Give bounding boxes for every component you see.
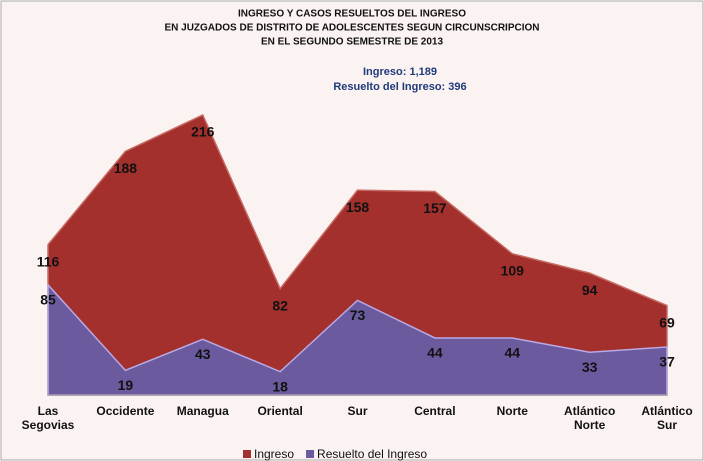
- x-tick-label: Las Segovias: [22, 404, 75, 432]
- x-tick-label: Atlántico Sur: [641, 404, 692, 432]
- chart-title: EN EL SEGUNDO SEMESTRE DE 2013: [261, 37, 444, 48]
- data-label: 157: [423, 200, 447, 216]
- x-tick-label: Oriental: [257, 404, 302, 418]
- annotation: Ingreso: 1,189: [363, 66, 437, 78]
- x-tick-label: Atlántico Norte: [564, 404, 615, 432]
- data-label: 44: [427, 345, 443, 361]
- area: [47, 282, 668, 396]
- x-tick-label: Norte: [497, 404, 529, 418]
- data-label: 43: [195, 346, 211, 362]
- legend-swatch: [243, 450, 251, 458]
- chart-title: EN JUZGADOS DE DISTRITO DE ADOLESCENTES …: [164, 23, 539, 34]
- data-label: 85: [40, 292, 56, 308]
- data-label: 73: [350, 307, 366, 323]
- data-label: 18: [272, 378, 288, 394]
- data-label: 216: [191, 124, 215, 140]
- legend-swatch: [306, 450, 315, 458]
- data-label: 94: [582, 282, 598, 298]
- x-tick-label: Central: [414, 404, 455, 418]
- data-label: 44: [504, 345, 520, 361]
- data-label: 33: [582, 359, 598, 375]
- x-tick-label: Occidente: [96, 404, 154, 418]
- data-label: 82: [272, 297, 288, 313]
- data-label: 188: [114, 160, 138, 176]
- data-label: 69: [659, 314, 675, 330]
- data-label: 116: [37, 253, 60, 269]
- data-label: 37: [659, 354, 675, 370]
- area: [47, 113, 668, 396]
- x-tick-label: Sur: [347, 404, 367, 418]
- data-label: 109: [501, 262, 525, 278]
- data-label: 19: [118, 377, 134, 393]
- x-tick-label: Managua: [177, 404, 229, 418]
- chart-title: INGRESO Y CASOS RESUELTOS DEL INGRESO: [238, 9, 466, 20]
- legend-label: Ingreso: [254, 447, 294, 461]
- data-label: 158: [346, 199, 370, 215]
- annotation: Resuelto del Ingreso: 396: [333, 81, 466, 93]
- legend-label: Resuelto del Ingreso: [317, 447, 427, 461]
